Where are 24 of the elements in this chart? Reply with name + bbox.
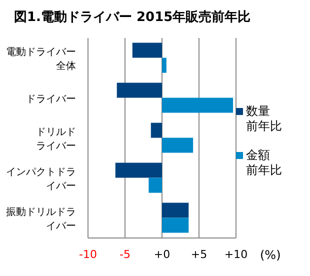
bar (162, 138, 194, 153)
x-tick-label: +10 (224, 248, 248, 261)
legend-label: 数量前年比 (246, 104, 282, 134)
bar (116, 82, 162, 98)
y-tick-label: インパクトドライバー (6, 167, 76, 192)
x-tick-label: -5 (120, 248, 130, 261)
chart-title: 図1.電動ドライバー 2015年販売前年比 (14, 9, 252, 27)
y-tick-label: ドライバー (26, 94, 76, 105)
bar (162, 98, 234, 113)
bar (115, 162, 162, 178)
bar (150, 122, 162, 138)
x-tick-label: +5 (190, 248, 208, 261)
x-tick-label: +0 (154, 248, 170, 261)
bar (148, 178, 162, 193)
bar (162, 218, 189, 233)
y-tick-label: 振動ドリルドライバー (6, 206, 76, 232)
bar (162, 202, 189, 218)
legend-label: 金額前年比 (246, 148, 282, 178)
y-tick-label: 電動ドライバー全体 (6, 47, 76, 72)
bar (162, 58, 166, 73)
x-tick-label: -10 (79, 248, 97, 261)
bar (132, 42, 162, 58)
y-tick-label: ドリルドライバー (36, 127, 76, 152)
x-axis-title: (%) (260, 248, 281, 262)
